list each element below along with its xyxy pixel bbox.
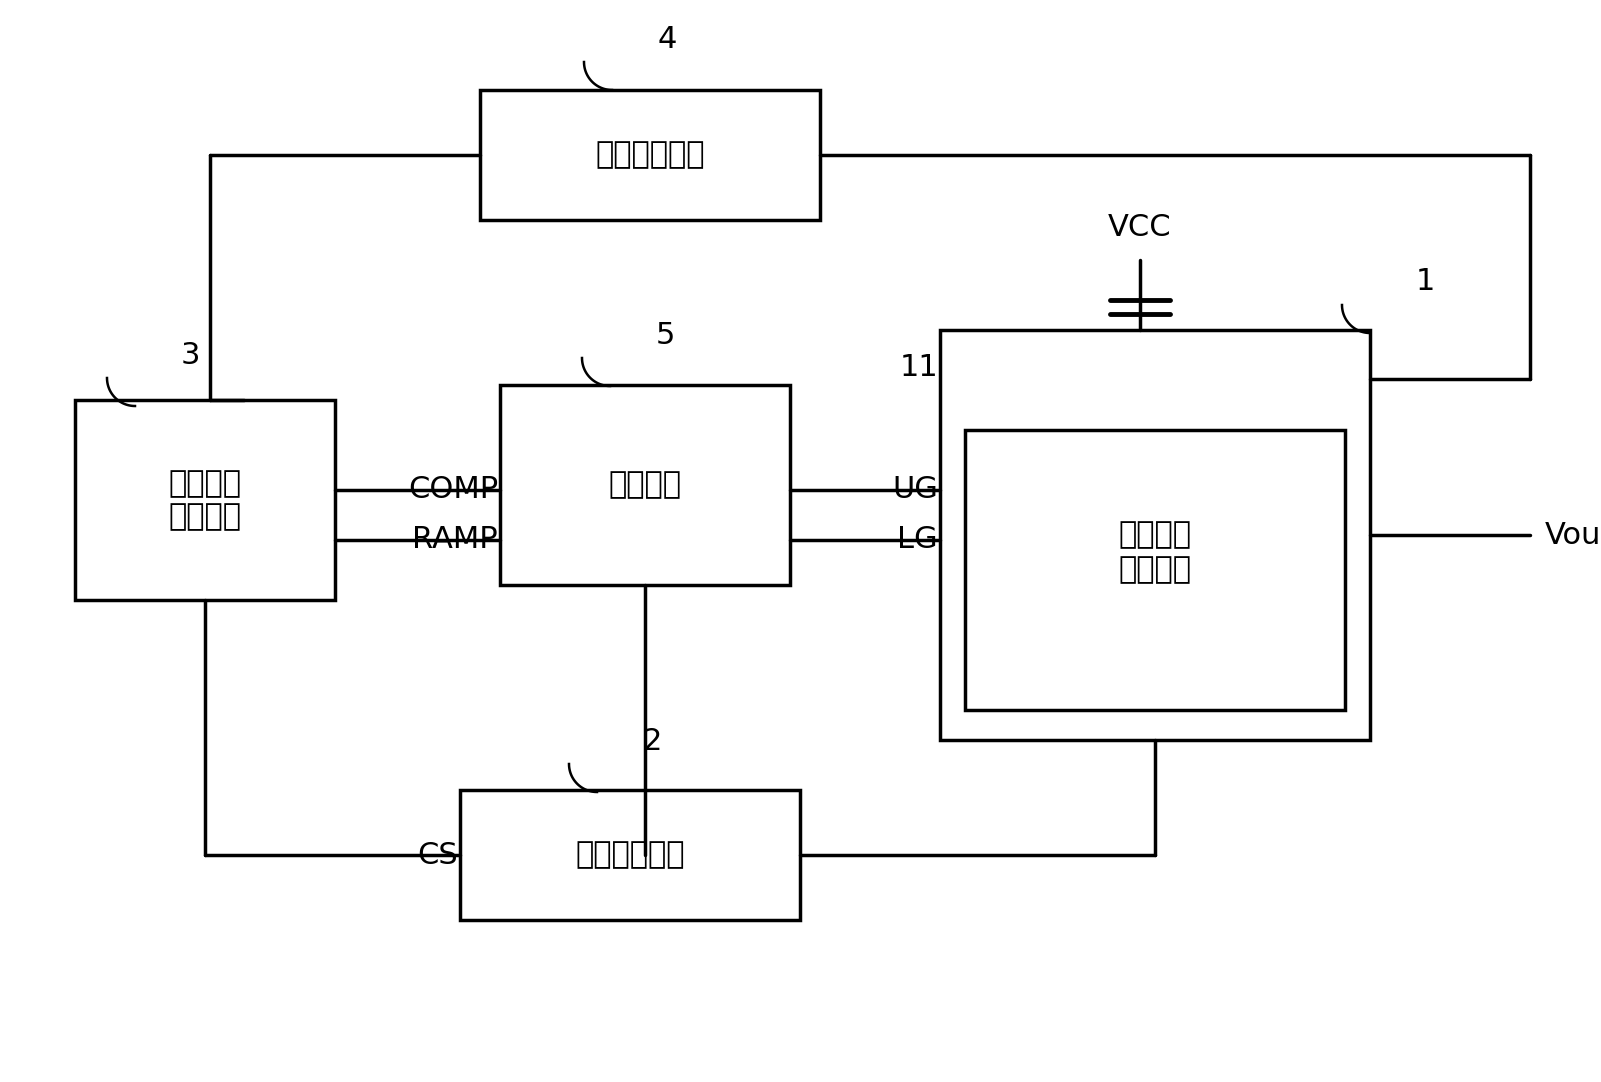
Text: 11: 11 — [900, 354, 938, 383]
Text: 滞环电压
生成电路: 滞环电压 生成电路 — [168, 469, 242, 531]
Text: Vout: Vout — [1545, 520, 1601, 550]
Text: COMP: COMP — [408, 475, 498, 504]
Text: 比较电路: 比较电路 — [608, 471, 682, 500]
Text: 2: 2 — [644, 726, 663, 755]
Text: 采样转换电路: 采样转换电路 — [575, 841, 685, 870]
Text: 4: 4 — [658, 25, 677, 53]
Text: UG: UG — [892, 475, 938, 504]
Text: 降压电路: 降压电路 — [1119, 520, 1191, 550]
Bar — [500, 385, 789, 585]
Bar — [459, 790, 800, 920]
Bar — [965, 430, 1345, 710]
Text: 5: 5 — [656, 320, 676, 349]
Text: CS: CS — [418, 841, 458, 870]
Text: VCC: VCC — [1108, 213, 1172, 242]
Text: 误差放大电路: 误差放大电路 — [596, 141, 704, 170]
Bar — [75, 400, 335, 601]
Bar — [480, 90, 820, 220]
Text: 1: 1 — [1415, 267, 1436, 296]
Text: 斩波电路: 斩波电路 — [1119, 555, 1191, 584]
Text: 3: 3 — [181, 341, 200, 369]
Bar — [940, 330, 1370, 740]
Text: LG: LG — [898, 526, 938, 554]
Text: RAMP: RAMP — [413, 526, 498, 554]
